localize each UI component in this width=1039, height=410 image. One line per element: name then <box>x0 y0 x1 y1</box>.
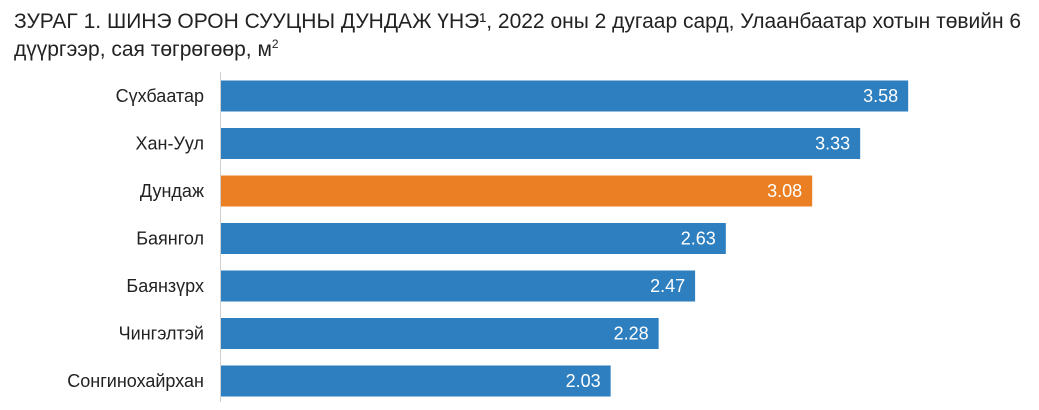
bar-average <box>221 175 813 207</box>
value-label: 3.58 <box>863 86 898 106</box>
bar-1 <box>221 80 909 112</box>
category-label: Сүхбаатар <box>116 86 204 106</box>
value-label: 2.28 <box>614 324 649 344</box>
category-label: Баянзүрх <box>126 276 204 296</box>
category-labels-group: Сүхбаатар Хан-Уул Дундаж Баянгол Баянзүрх Чин… <box>67 86 204 391</box>
chart-title: ЗУРАГ 1. ШИНЭ ОРОН СУУЦНЫ ДУНДАЖ ҮНЭ¹, 2… <box>14 8 1024 64</box>
bar-2 <box>221 128 861 159</box>
value-label: 3.08 <box>767 181 802 201</box>
value-labels-group: 3.58 3.33 3.08 2.63 2.47 2.28 2.03 <box>566 86 899 391</box>
bar-4 <box>221 223 726 254</box>
value-label: 2.47 <box>650 276 685 296</box>
chart-title-unit-superscript: 2 <box>271 37 279 51</box>
category-label: Дундаж <box>140 181 204 201</box>
bar-5 <box>221 270 696 302</box>
chart-title-text: ЗУРАГ 1. ШИНЭ ОРОН СУУЦНЫ ДУНДАЖ ҮНЭ¹, 2… <box>14 10 1022 61</box>
category-label: Чингэлтэй <box>119 324 204 344</box>
bar-7 <box>221 365 611 397</box>
category-label: Сонгинохайрхан <box>67 371 204 391</box>
bars-group <box>221 80 909 397</box>
value-label: 2.63 <box>681 229 716 249</box>
value-label: 3.33 <box>815 134 850 154</box>
category-label: Хан-Уул <box>136 134 205 154</box>
category-label: Баянгол <box>136 229 204 249</box>
bar-6 <box>221 318 659 349</box>
value-label: 2.03 <box>566 371 601 391</box>
